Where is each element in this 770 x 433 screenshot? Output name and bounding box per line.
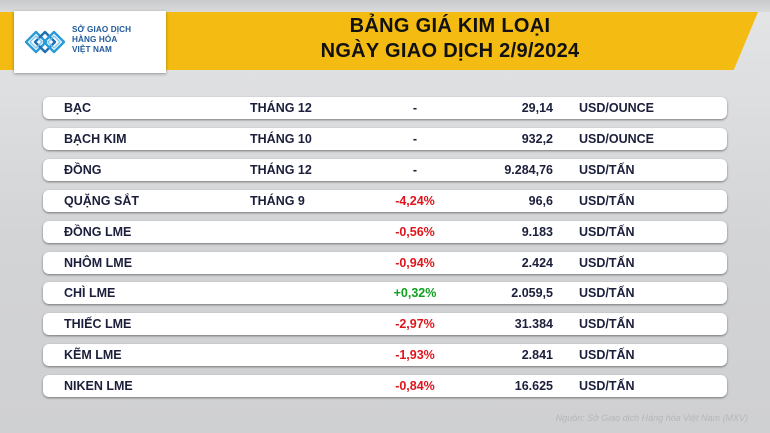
contract-term: [250, 252, 336, 274]
price-change: -: [412, 162, 418, 177]
contract-term: [250, 313, 336, 335]
price-change: -0,84%: [395, 379, 435, 394]
table-row: KẼM LME -1,93% 2.841 USD/TẤN: [43, 344, 727, 367]
price-unit: USD/TẤN: [579, 255, 635, 270]
price-change: -: [412, 101, 418, 115]
metal-name: BẠCH KIM: [64, 131, 127, 146]
price-unit: USD/TẤN: [579, 379, 635, 394]
logo: SỞ GIAO DỊCH HÀNG HÓA VIỆT NAM: [14, 11, 166, 73]
price-unit: USD/OUNCE: [579, 131, 655, 146]
source-note: Nguồn: Sở Giao dịch Hàng hóa Việt Nam (M…: [555, 413, 748, 423]
contract-term: [250, 221, 336, 243]
price-value: 2.841: [521, 348, 553, 363]
metal-name: KẼM LME: [64, 348, 122, 363]
metal-name: CHÌ LME: [64, 286, 116, 301]
price-change: +0,32%: [393, 286, 437, 301]
price-value: 9.183: [521, 224, 553, 239]
contract-term: THÁNG 10: [250, 131, 312, 146]
table-row: ĐỒNG THÁNG 12 - 9.284,76 USD/TẤN: [43, 158, 727, 181]
contract-term: THÁNG 9: [250, 193, 305, 208]
table-row: BẠCH KIM THÁNG 10 - 932,2 USD/OUNCE: [43, 127, 727, 150]
table-row: ĐỒNG LME -0,56% 9.183 USD/TẤN: [43, 220, 727, 243]
price-unit: USD/TẤN: [579, 317, 635, 332]
contract-term: [250, 344, 336, 366]
price-value: 9.284,76: [504, 162, 553, 177]
price-unit: USD/TẤN: [579, 193, 635, 208]
metal-name: ĐỒNG: [64, 162, 102, 177]
price-change: -1,93%: [395, 348, 435, 363]
price-value: 96,6: [528, 193, 553, 208]
table-row: CHÌ LME +0,32% 2.059,5 USD/TẤN: [43, 282, 727, 305]
metal-name: ĐỒNG LME: [64, 224, 132, 239]
price-value: 29,14: [521, 101, 553, 115]
contract-term: [250, 282, 336, 304]
contract-term: THÁNG 12: [250, 162, 312, 177]
table-row: QUẶNG SẮT THÁNG 9 -4,24% 96,6 USD/TẤN: [43, 189, 727, 212]
price-unit: USD/TẤN: [579, 348, 635, 363]
price-value: 16.625: [514, 379, 553, 394]
price-value: 2.059,5: [511, 286, 553, 301]
title-line-2: NGÀY GIAO DỊCH 2/9/2024: [320, 40, 580, 62]
price-unit: USD/TẤN: [579, 224, 635, 239]
metal-name: THIẾC LME: [64, 317, 132, 332]
price-value: 31.384: [514, 317, 553, 332]
mxv-logo-icon: [24, 30, 66, 54]
price-value: 932,2: [521, 131, 553, 146]
price-change: -: [412, 131, 418, 146]
metal-name: NIKEN LME: [64, 379, 133, 394]
price-change: -0,56%: [395, 224, 435, 239]
table-row: THIẾC LME -2,97% 31.384 USD/TẤN: [43, 313, 727, 336]
metal-name: QUẶNG SẮT: [64, 193, 139, 208]
price-change: -2,97%: [395, 317, 435, 332]
top-strip: [0, 0, 770, 12]
logo-text: SỞ GIAO DỊCH HÀNG HÓA VIỆT NAM: [72, 25, 164, 55]
page-title: BẢNG GIÁ KIM LOẠI NGÀY GIAO DỊCH 2/9/202…: [170, 14, 730, 64]
contract-term: [250, 375, 336, 397]
contract-term: THÁNG 12: [250, 101, 312, 115]
metal-name: BẠC: [64, 101, 92, 115]
logo-line-3: VIỆT NAM: [72, 45, 112, 54]
title-line-1: BẢNG GIÁ KIM LOẠI: [349, 15, 551, 37]
table-row: BẠC THÁNG 12 - 29,14 USD/OUNCE: [43, 97, 727, 119]
price-change: -4,24%: [395, 193, 435, 208]
logo-line-2: HÀNG HÓA: [72, 35, 118, 44]
price-unit: USD/TẤN: [579, 162, 635, 177]
price-change: -0,94%: [395, 255, 435, 270]
logo-line-1: SỞ GIAO DỊCH: [72, 25, 132, 34]
table-row: NHÔM LME -0,94% 2.424 USD/TẤN: [43, 251, 727, 274]
price-unit: USD/OUNCE: [579, 101, 655, 115]
price-value: 2.424: [521, 255, 553, 270]
table-row: NIKEN LME -0,84% 16.625 USD/TẤN: [43, 375, 727, 398]
price-unit: USD/TẤN: [579, 286, 635, 301]
metal-name: NHÔM LME: [64, 255, 133, 270]
